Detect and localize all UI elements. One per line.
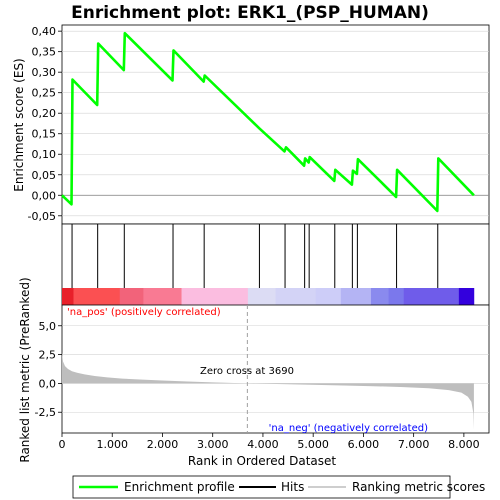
metric-x-tick-label: 2.000 <box>147 438 179 451</box>
heatbar-segment <box>247 288 276 305</box>
metric-x-axis-label: Rank in Ordered Dataset <box>188 454 336 468</box>
es-y-tick-label: -0,05 <box>28 210 56 223</box>
heatbar-segment <box>458 288 475 305</box>
metric-y-tick-label: 2,5 <box>39 349 57 362</box>
es-panel: -0,05 0,00 0,05 0,10 0,15 0,20 0,25 0,30 0,35 0,4… <box>12 24 490 225</box>
metric-y-axis-label: Ranked list metric (PreRanked) <box>18 277 32 462</box>
heatbar-segment <box>403 288 460 305</box>
heatbar-segment <box>73 288 121 305</box>
heatbar-segment <box>181 288 249 305</box>
positive-correlation-label: 'na_pos' (positively correlated) <box>67 307 221 318</box>
es-y-tick-label: 0,35 <box>32 46 57 59</box>
legend: Enrichment profile Hits Ranking metric s… <box>72 475 485 499</box>
ranking-heatbar <box>62 288 475 305</box>
es-y-tick-label: 0,05 <box>32 169 57 182</box>
es-y-tick-label: 0,40 <box>32 25 57 38</box>
heatbar-segment <box>370 288 389 305</box>
legend-label-enrichment-profile: Enrichment profile <box>124 480 235 494</box>
es-y-axis-label: Enrichment score (ES) <box>12 58 26 191</box>
heatbar-segment <box>275 288 316 305</box>
metric-x-tick-label: 4.000 <box>247 438 279 451</box>
metric-panel-frame <box>61 304 490 434</box>
legend-label-ranking-metric: Ranking metric scores <box>352 480 485 494</box>
metric-x-tick-label: 5.000 <box>297 438 329 451</box>
metric-x-tick-label: 6.000 <box>348 438 380 451</box>
chart-title: Enrichment plot: ERK1_(PSP_HUMAN) <box>71 3 429 23</box>
legend-label-hits: Hits <box>281 480 304 494</box>
es-y-tick-label: 0,30 <box>32 66 57 79</box>
hits-panel <box>61 223 490 306</box>
metric-x-tick-label: 0 <box>59 438 66 451</box>
metric-y-tick-label: -2,5 <box>35 406 56 419</box>
metric-panel: Zero cross at 3690 'na_pos' (positively … <box>18 277 490 468</box>
metric-x-tick-label: 7.000 <box>398 438 430 451</box>
es-panel-frame <box>61 24 490 225</box>
metric-x-tick-label: 3.000 <box>197 438 229 451</box>
es-y-tick-label: 0,10 <box>32 148 57 161</box>
heatbar-segment <box>119 288 144 305</box>
negative-correlation-label: 'na_neg' (negatively correlated) <box>269 423 428 434</box>
hit-markers <box>71 224 439 288</box>
es-y-tick-label: 0,15 <box>32 128 57 141</box>
metric-y-tick-label: 5,0 <box>39 320 57 333</box>
heatbar-segment <box>388 288 404 305</box>
zero-cross-label: Zero cross at 3690 <box>200 366 294 377</box>
heatbar-segment <box>62 288 74 305</box>
metric-y-tick-label: 0,0 <box>39 377 57 390</box>
enrichment-profile-line <box>61 31 475 213</box>
heatbar-segment <box>315 288 342 305</box>
metric-y-ticks: -2,5 0,0 2,5 5,0 <box>35 320 62 419</box>
metric-x-ticks: 0 1.000 2.000 3.000 4.000 5.000 6.000 7.000 8.00… <box>59 433 480 451</box>
es-y-tick-label: 0,20 <box>32 107 57 120</box>
heatbar-segment <box>143 288 182 305</box>
es-y-ticks: -0,05 0,00 0,05 0,10 0,15 0,20 0,25 0,30 0,35 0,4… <box>28 25 62 223</box>
heatbar-segment <box>340 288 372 305</box>
metric-x-tick-label: 1.000 <box>96 438 128 451</box>
es-y-tick-label: 0,00 <box>32 189 57 202</box>
metric-x-tick-label: 8.000 <box>448 438 480 451</box>
es-y-tick-label: 0,25 <box>32 87 57 100</box>
